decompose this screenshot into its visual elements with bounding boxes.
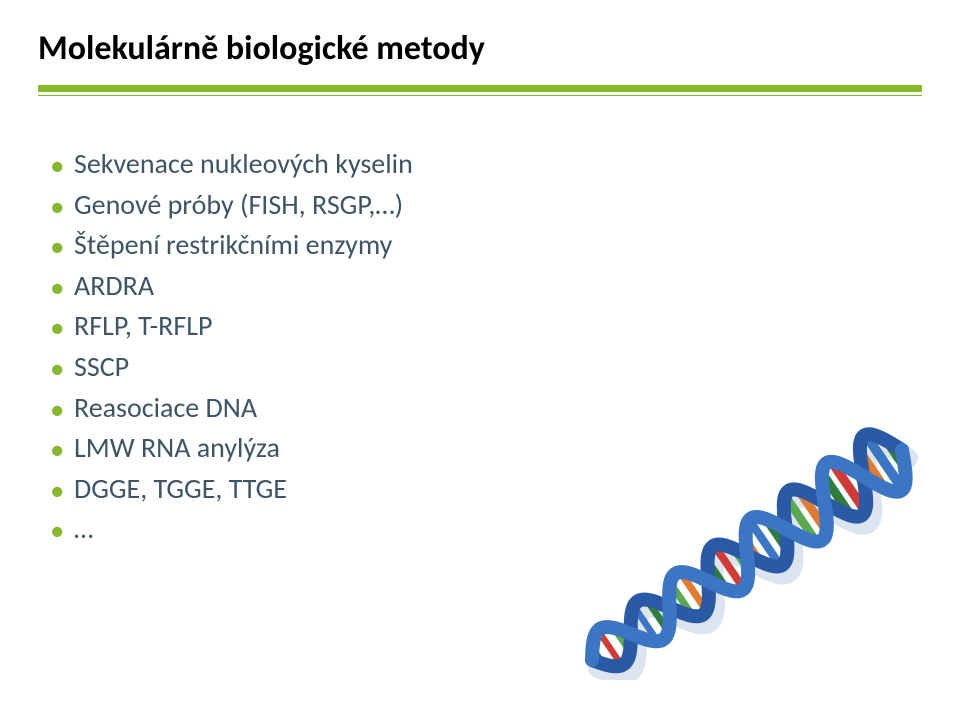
dna-helix-icon bbox=[562, 420, 922, 680]
rule-thin bbox=[38, 95, 922, 96]
rule-thick bbox=[38, 85, 922, 92]
page-title: Molekulárně biologické metody bbox=[38, 28, 922, 69]
list-item: Sekvenace nukleových kyselin bbox=[44, 144, 922, 185]
title-rule bbox=[38, 85, 922, 96]
list-item: ARDRA bbox=[44, 266, 922, 307]
list-item: Štěpení restrikčními enzymy bbox=[44, 225, 922, 266]
list-item: RFLP, T-RFLP bbox=[44, 306, 922, 347]
list-item: SSCP bbox=[44, 347, 922, 388]
list-item: Genové próby (FISH, RSGP,…) bbox=[44, 185, 922, 226]
dna-svg bbox=[562, 420, 922, 680]
slide: Molekulárně biologické metody Sekvenace … bbox=[0, 0, 960, 720]
